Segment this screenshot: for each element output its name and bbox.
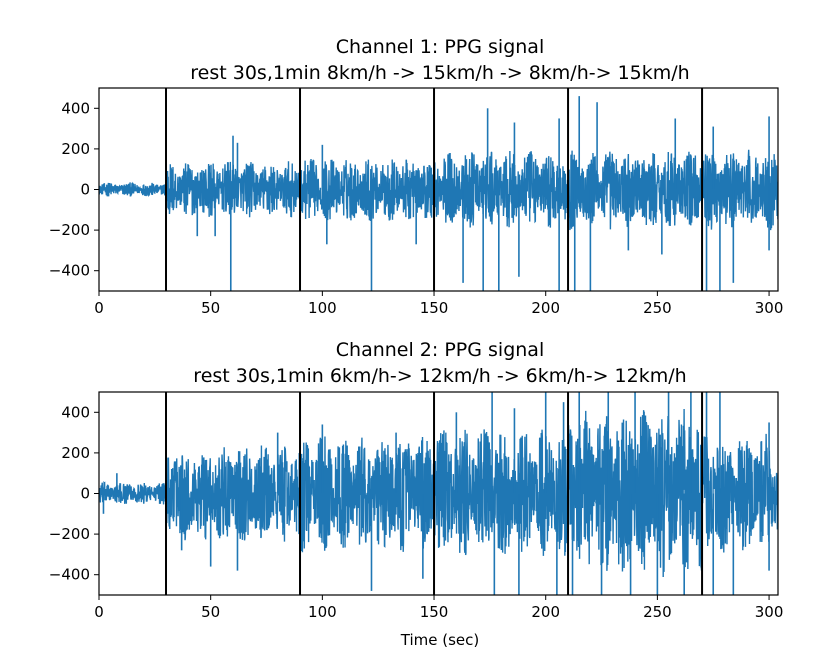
y-tick-label: 200 [61,444,90,462]
x-tick-label: 250 [643,603,672,621]
plot-area: 0 50 100 150 200 250 300 −400 −200 0 200 400 [49,87,784,317]
y-tick-label: −200 [49,525,90,543]
x-axis-label: Time (sec) [400,631,479,649]
chart-panel-channel-1: Channel 1: PPG signal rest 30s,1min 8km/… [49,36,784,317]
y-tick-label: 0 [80,485,90,503]
x-tick-label: 200 [531,603,560,621]
x-tick-label: 250 [643,299,672,317]
x-tick-label: 300 [755,299,784,317]
x-tick-label: 300 [755,603,784,621]
chart-subtitle: rest 30s,1min 6km/h-> 12km/h -> 6km/h-> … [193,365,686,387]
chart-title: Channel 1: PPG signal [336,36,544,58]
y-tick-label: 0 [80,181,90,199]
x-tick-label: 0 [94,299,104,317]
x-tick-label: 100 [308,603,337,621]
plot-area: 0 50 100 150 200 250 300 −400 −200 0 200 400 [49,391,784,621]
x-tick-label: 50 [201,603,220,621]
y-tick-label: 400 [61,99,90,117]
x-tick-label: 0 [94,603,104,621]
chart-title: Channel 2: PPG signal [336,339,544,361]
chart-subtitle: rest 30s,1min 8km/h -> 15km/h -> 8km/h->… [190,62,689,84]
signal-line [99,149,778,231]
y-tick-label: 400 [61,403,90,421]
signal-line [99,408,778,578]
x-tick-label: 100 [308,299,337,317]
x-tick-label: 50 [201,299,220,317]
y-tick-label: −400 [49,262,90,280]
x-tick-label: 150 [420,299,449,317]
y-tick-label: −200 [49,221,90,239]
x-tick-label: 150 [420,603,449,621]
x-tick-label: 200 [531,299,560,317]
chart-panel-channel-2: Channel 2: PPG signal rest 30s,1min 6km/… [49,339,784,649]
y-tick-label: 200 [61,140,90,158]
y-tick-label: −400 [49,566,90,584]
